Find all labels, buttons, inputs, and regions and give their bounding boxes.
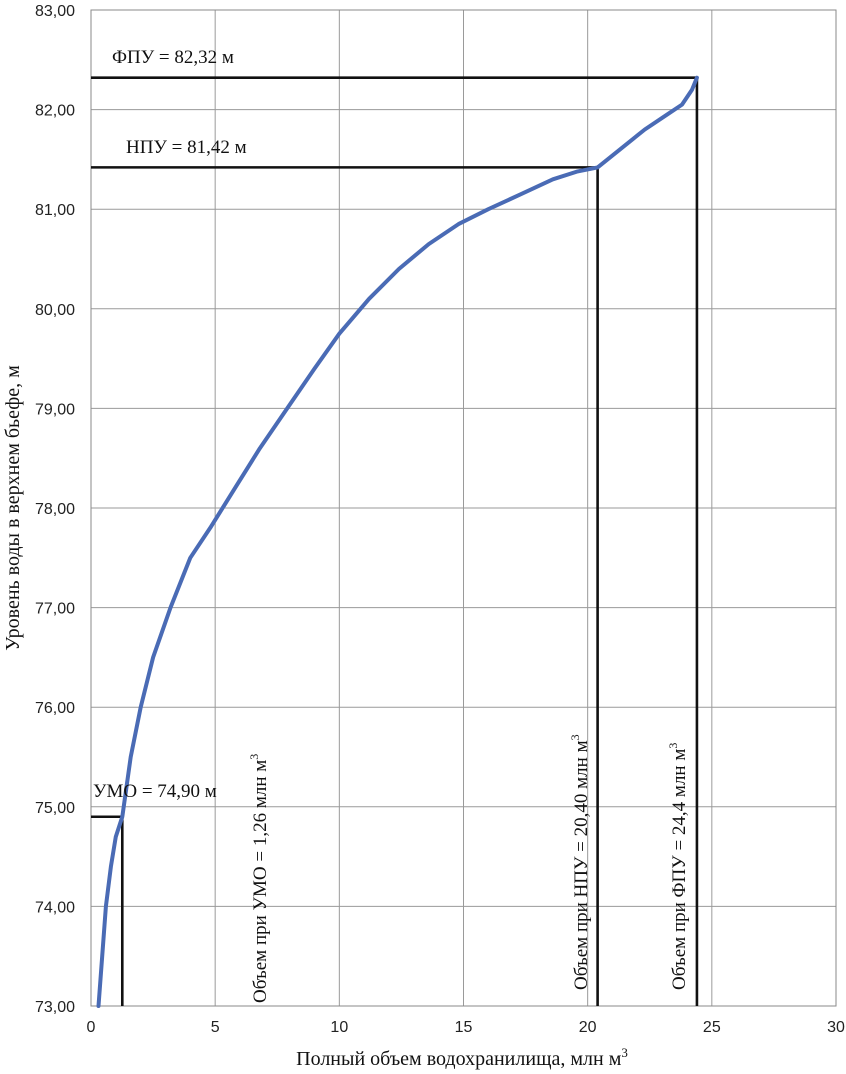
volume-label-УМО: Объем при УМО = 1,26 млн м3 xyxy=(247,754,271,1003)
y-tick-label: 74,00 xyxy=(35,899,75,916)
y-tick-label: 75,00 xyxy=(35,800,75,817)
grid-lines xyxy=(90,9,837,1007)
x-tick-label: 25 xyxy=(703,1019,721,1036)
x-axis-title: Полный объем водохранилища, млн м3 xyxy=(296,1045,628,1070)
x-axis-ticks: 0 5 10 15 20 25 30 xyxy=(87,1019,845,1036)
y-tick-label: 83,00 xyxy=(35,3,75,20)
level-label-УМО: УМО = 74,90 м xyxy=(93,781,217,802)
x-tick-label: 0 xyxy=(87,1019,96,1036)
y-tick-label: 77,00 xyxy=(35,601,75,618)
y-tick-label: 80,00 xyxy=(35,302,75,319)
y-tick-label: 73,00 xyxy=(35,999,75,1016)
x-tick-label: 20 xyxy=(579,1019,597,1036)
x-tick-label: 15 xyxy=(455,1019,473,1036)
y-tick-label: 82,00 xyxy=(35,103,75,120)
curve-layer xyxy=(96,75,699,1008)
reference-lines xyxy=(91,76,699,1006)
x-tick-label: 30 xyxy=(827,1019,845,1036)
y-tick-label: 79,00 xyxy=(35,401,75,418)
reference-line-НПУ xyxy=(91,166,599,1006)
volume-label-НПУ: Объем при НПУ = 20,40 млн м3 xyxy=(568,734,592,990)
plot-frame xyxy=(90,9,837,1007)
y-tick-label: 78,00 xyxy=(35,501,75,518)
y-tick-label: 76,00 xyxy=(35,700,75,717)
level-label-ФПУ: ФПУ = 82,32 м xyxy=(112,47,234,68)
y-axis-ticks: 73,00 74,00 75,00 76,00 77,00 78,00 79,00 80,00… xyxy=(35,3,75,1016)
x-tick-label: 10 xyxy=(330,1019,348,1036)
y-axis-title: Уровень воды в верхнем бьефе, м xyxy=(2,365,24,651)
volume-level-curve xyxy=(96,75,699,1008)
y-tick-label: 81,00 xyxy=(35,202,75,219)
reference-line-ФПУ xyxy=(91,76,699,1006)
x-tick-label: 5 xyxy=(211,1019,220,1036)
volume-label-ФПУ: Объем при ФПУ = 24,4 млн м3 xyxy=(666,743,690,990)
level-label-НПУ: НПУ = 81,42 м xyxy=(126,137,247,158)
annotations: ФПУ = 82,32 м Объем при ФПУ = 24,4 млн м3… xyxy=(93,47,690,1003)
